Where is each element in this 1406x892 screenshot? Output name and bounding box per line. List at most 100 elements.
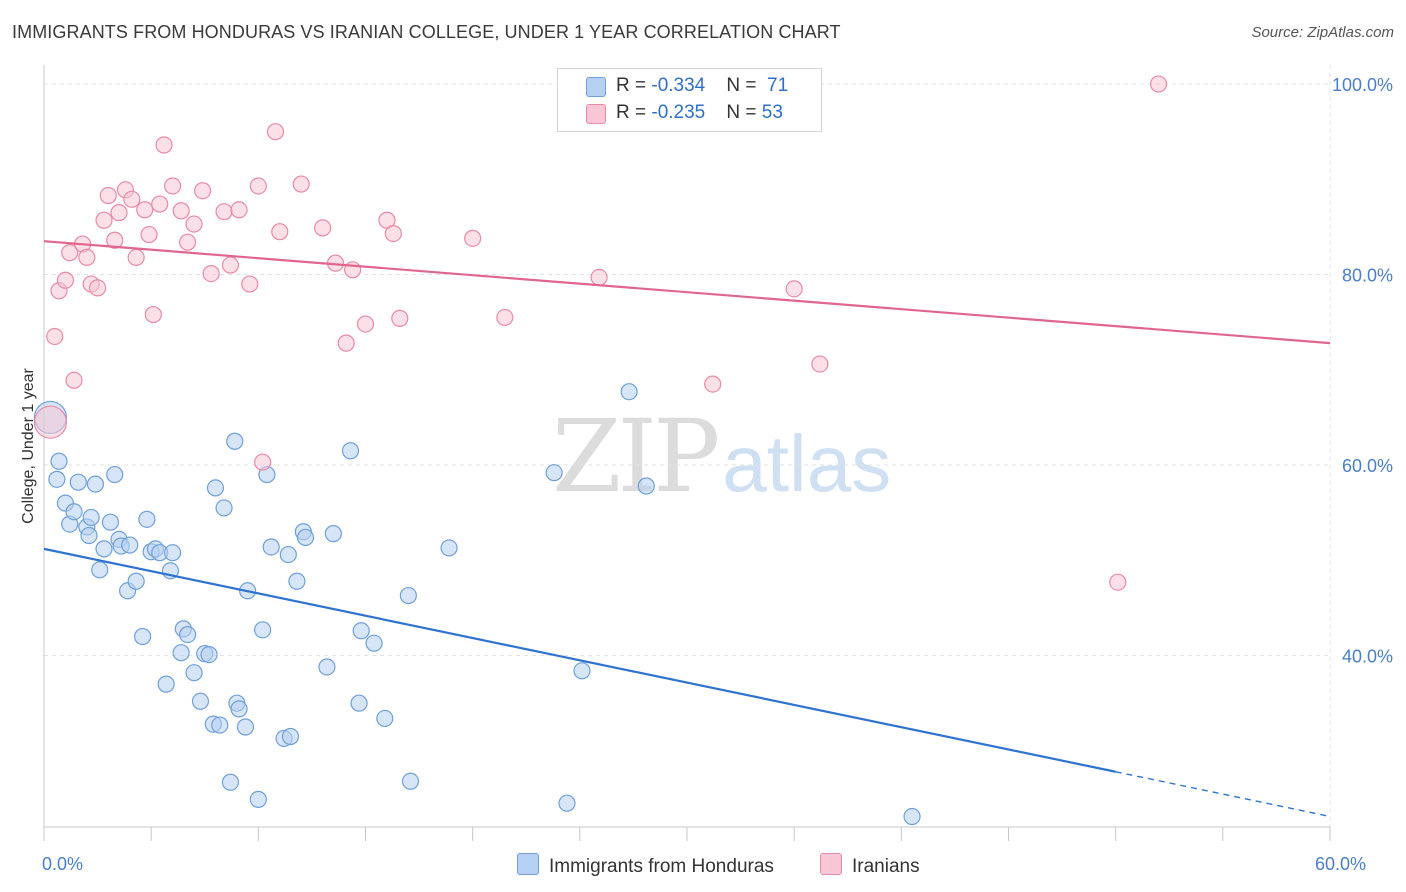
- iranian-point: [61, 244, 79, 262]
- iranian-point: [266, 123, 285, 141]
- chart-source: Source: ZipAtlas.com: [1251, 24, 1394, 41]
- y-tick-label: 100.0%: [1332, 75, 1393, 95]
- bottom-legend-swatch-iranians: [820, 853, 842, 875]
- iranian-point: [1149, 75, 1168, 93]
- iranian-point: [314, 219, 332, 237]
- iranian-point: [140, 225, 158, 244]
- y-tick-label: 80.0%: [1342, 266, 1393, 286]
- honduras-point: [121, 536, 139, 554]
- iranian-point: [356, 315, 375, 333]
- honduras-point: [106, 465, 124, 484]
- honduras-point: [226, 432, 244, 450]
- honduras-point: [903, 807, 921, 826]
- iranian-point: [230, 201, 248, 219]
- iranian-point: [88, 279, 107, 297]
- iranian-point: [106, 231, 124, 249]
- watermark-zip: ZIP: [552, 398, 720, 515]
- honduras-point: [191, 692, 210, 710]
- honduras-point: [573, 662, 591, 680]
- iranian-point: [95, 211, 113, 229]
- honduras-point: [262, 538, 280, 556]
- iranian-point: [172, 202, 190, 220]
- honduras-point: [86, 475, 105, 493]
- honduras-point: [69, 473, 87, 491]
- honduras-point: [185, 664, 203, 682]
- iranian-point: [127, 248, 145, 267]
- honduras-point: [279, 545, 297, 564]
- honduras-point: [215, 499, 233, 517]
- honduras-point: [350, 694, 368, 712]
- honduras-point: [341, 442, 360, 460]
- honduras-point: [172, 644, 190, 662]
- honduras-point: [179, 625, 197, 644]
- iranian-point: [271, 223, 289, 241]
- honduras-point: [164, 544, 182, 562]
- honduras-point: [352, 622, 370, 640]
- legend-text-iranians: R = -0.235 N = 53: [616, 102, 783, 123]
- bottom-legend-honduras: Immigrants from Honduras: [517, 853, 774, 878]
- bottom-legend-label-honduras: Immigrants from Honduras: [549, 856, 774, 877]
- iranian-point: [110, 204, 128, 222]
- honduras-trend-line: [43, 547, 1116, 773]
- iranian-point: [136, 201, 154, 219]
- chart-title: IMMIGRANTS FROM HONDURAS VS IRANIAN COLL…: [12, 22, 841, 42]
- label-layer: 100.0% 80.0% 60.0% 40.0% 0.0% 60.0% College, U…: [20, 75, 1393, 874]
- iranian-point: [337, 334, 355, 352]
- iranian-point: [464, 229, 482, 247]
- bottom-legend-swatch-honduras: [517, 853, 539, 875]
- honduras-point: [65, 503, 83, 521]
- legend-swatch-iranians: [586, 104, 606, 124]
- iranian-point: [590, 268, 608, 287]
- legend-text-honduras: R = -0.334 N = 71: [616, 75, 789, 96]
- honduras-point: [127, 572, 145, 590]
- x-tick-label: 60.0%: [1315, 854, 1366, 874]
- honduras-point: [620, 383, 638, 401]
- honduras-point: [211, 716, 229, 734]
- iranian-point: [221, 256, 240, 274]
- iranian-point: [254, 453, 272, 471]
- iranian-point: [1109, 573, 1127, 591]
- honduras-point: [82, 508, 100, 527]
- honduras-point: [249, 790, 267, 808]
- trend-layer: [43, 240, 1331, 818]
- iranian-point: [56, 271, 75, 289]
- iranian-point: [292, 175, 310, 193]
- honduras-point: [281, 727, 300, 746]
- honduras-point: [91, 561, 109, 579]
- watermark-atlas: atlas: [722, 419, 892, 508]
- iranian-point: [241, 275, 259, 293]
- honduras-point: [296, 528, 315, 547]
- honduras-point: [138, 510, 156, 528]
- iranian-point: [202, 264, 220, 283]
- x-tick-label: 0.0%: [42, 854, 83, 874]
- honduras-point: [376, 709, 394, 728]
- stats-legend: R = -0.334 N = 71 R = -0.235 N = 53: [557, 68, 822, 132]
- honduras-point: [230, 700, 248, 718]
- iranian-point: [46, 327, 64, 346]
- honduras-point: [236, 718, 255, 736]
- y-tick-label: 40.0%: [1342, 647, 1393, 667]
- bottom-legend-iranians: Iranians: [820, 853, 920, 878]
- honduras-point: [288, 572, 306, 590]
- honduras-point: [206, 479, 225, 497]
- iranian-point: [811, 355, 829, 373]
- y-tick-label: 60.0%: [1342, 456, 1393, 476]
- honduras-point: [545, 464, 563, 482]
- iranian-point: [391, 309, 409, 327]
- honduras-point: [318, 658, 336, 676]
- iranian-point: [151, 195, 169, 213]
- honduras-point: [399, 586, 417, 605]
- iranian-point: [144, 305, 162, 324]
- honduras-point: [401, 772, 420, 790]
- honduras-point: [637, 477, 655, 495]
- iranian-point: [496, 308, 514, 327]
- y-axis-label: College, Under 1 year: [20, 368, 37, 524]
- honduras-point: [324, 525, 342, 543]
- honduras-point: [254, 621, 272, 639]
- iranian-point: [164, 177, 182, 195]
- honduras-point: [365, 634, 383, 652]
- honduras-point: [101, 513, 120, 531]
- points-layer: [33, 75, 1168, 826]
- honduras-point: [95, 540, 113, 558]
